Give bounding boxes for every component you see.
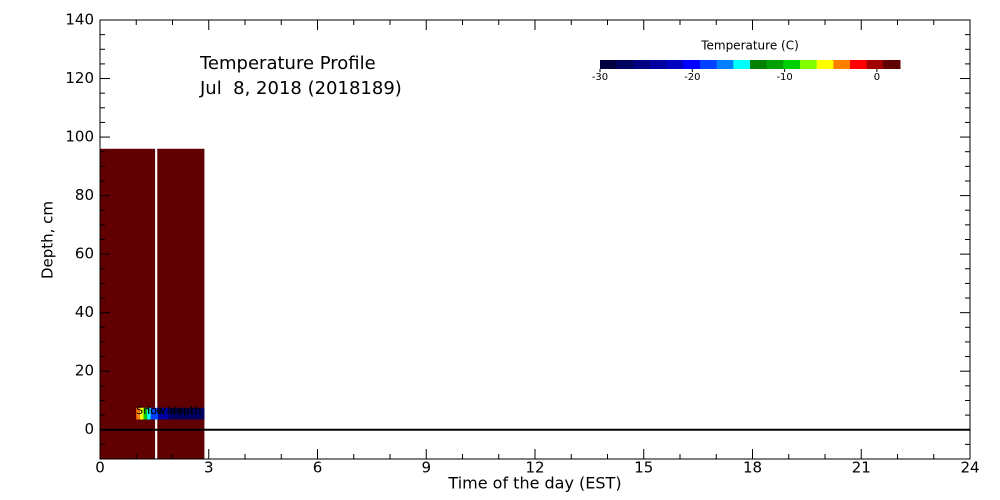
- heat-cell: [136, 407, 140, 420]
- colorbar-swatch: [850, 60, 868, 69]
- colorbar-tick-label: -20: [684, 72, 700, 83]
- colorbar-tick-label: -10: [776, 72, 792, 83]
- x-tick-label: 18: [743, 459, 762, 477]
- colorbar-swatch: [833, 60, 851, 69]
- x-tick-label: 12: [525, 459, 544, 477]
- colorbar-swatch: [883, 60, 901, 69]
- x-tick-label: 21: [852, 459, 871, 477]
- colorbar-swatch: [866, 60, 884, 69]
- annotation: Snow depth: [136, 404, 201, 417]
- y-tick-label: 100: [65, 128, 94, 146]
- x-tick-label: 0: [95, 459, 105, 477]
- y-tick-label: 80: [75, 186, 94, 204]
- heat-cell: [158, 407, 169, 420]
- colorbar-tick-label: 0: [874, 72, 880, 83]
- colorbar-swatch: [766, 60, 784, 69]
- colorbar-swatch: [666, 60, 684, 69]
- colorbar-swatch: [800, 60, 818, 69]
- x-tick-label: 3: [204, 459, 214, 477]
- colorbar-tick-label: -30: [592, 72, 608, 83]
- x-tick-label: 15: [634, 459, 653, 477]
- y-tick-label: 60: [75, 245, 94, 263]
- colorbar-swatch: [783, 60, 801, 69]
- colorbar-swatch: [650, 60, 668, 69]
- chart-title: Temperature Profile: [199, 53, 376, 74]
- heat-cell: [139, 407, 144, 420]
- y-tick-label: 140: [65, 11, 94, 29]
- colorbar-swatch: [616, 60, 634, 69]
- y-tick-label: 20: [75, 362, 94, 380]
- colorbar-swatch: [733, 60, 751, 69]
- colorbar-swatch: [600, 60, 618, 69]
- colorbar-swatch: [633, 60, 651, 69]
- heat-cell: [157, 148, 205, 460]
- colorbar-title: Temperature (C): [700, 39, 799, 53]
- heat-cell: [150, 407, 158, 420]
- heat-cell: [143, 407, 148, 420]
- y-tick-label: 40: [75, 303, 94, 321]
- heat-cell: [147, 407, 151, 420]
- heat-cell: [168, 407, 205, 420]
- y-tick-label: 120: [65, 69, 94, 87]
- colorbar-swatch: [816, 60, 834, 69]
- x-tick-label: 6: [313, 459, 323, 477]
- colorbar-swatch: [683, 60, 701, 69]
- chart-subtitle: Jul 8, 2018 (2018189): [199, 78, 402, 99]
- x-tick-label: 9: [421, 459, 431, 477]
- colorbar-swatch: [750, 60, 768, 69]
- heat-cell: [100, 148, 156, 460]
- x-axis-label: Time of the day (EST): [447, 474, 621, 493]
- annotation: Ice level: [147, 404, 193, 417]
- colorbar-swatch: [700, 60, 718, 69]
- y-tick-label: 0: [84, 420, 94, 438]
- colorbar-swatch: [716, 60, 734, 69]
- x-tick-label: 24: [960, 459, 979, 477]
- y-axis-label: Depth, cm: [39, 201, 57, 279]
